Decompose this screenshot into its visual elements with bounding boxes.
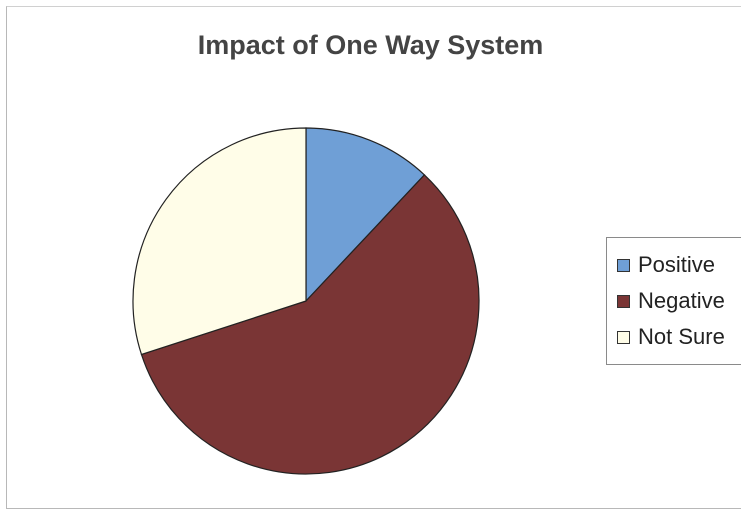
legend-swatch-not-sure (617, 330, 630, 344)
legend-label-positive: Positive (638, 252, 716, 277)
legend-label-not-sure: Not Sure (638, 324, 725, 349)
legend-item-negative: Negative (617, 283, 741, 319)
legend-item-positive: Positive (617, 247, 741, 283)
legend-label-negative: Negative (638, 288, 725, 313)
pie-slice-positive (305, 127, 426, 303)
chart-title: Impact of One Way System (197, 30, 544, 60)
pie-slice-not-sure (132, 127, 307, 356)
legend-item-not-sure: Not Sure (617, 319, 741, 355)
chart-legend: Positive Negative Not Sure (606, 237, 741, 365)
pie-slice-negative (140, 174, 480, 475)
legend-swatch-positive (617, 258, 630, 272)
legend-swatch-negative (617, 294, 630, 308)
